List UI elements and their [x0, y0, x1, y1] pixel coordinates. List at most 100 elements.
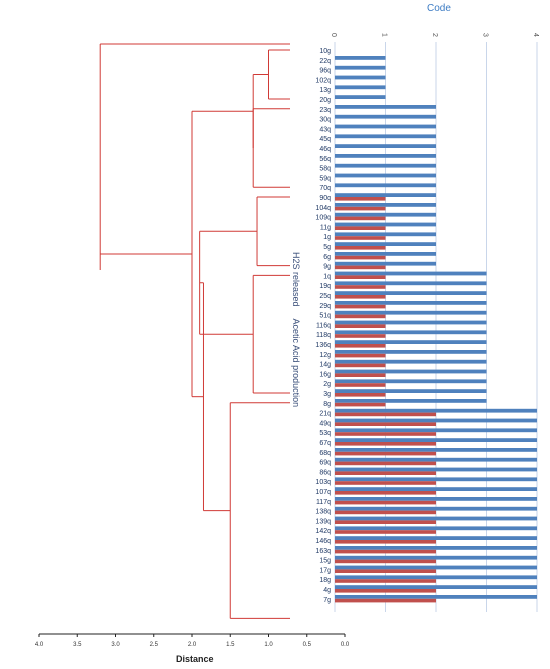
bar-acetic — [335, 304, 386, 309]
bar-h2s — [335, 203, 436, 207]
bar-h2s — [335, 448, 537, 452]
category-label: 1g — [323, 234, 331, 241]
category-label: 29q — [319, 303, 331, 310]
bar-acetic — [335, 432, 436, 436]
bar-acetic — [335, 324, 386, 328]
bar-h2s — [335, 242, 436, 246]
bar-x-tick-label: 2 — [431, 33, 438, 37]
bar-h2s — [335, 487, 537, 491]
bar-acetic — [335, 402, 386, 407]
bar-h2s — [335, 379, 487, 384]
dendrogram-x-tick-label: 0.5 — [303, 642, 312, 648]
bar-h2s — [335, 438, 537, 442]
category-label: 18g — [319, 577, 331, 584]
bar-acetic — [335, 314, 386, 319]
legend-label-acetic: Acetic Acid production — [291, 318, 301, 408]
bar-chart-title: Code — [427, 3, 451, 14]
bar-h2s — [335, 281, 487, 286]
bar-acetic — [335, 353, 386, 358]
category-label: 107q — [315, 489, 331, 496]
bar-acetic — [335, 481, 436, 485]
bar-h2s — [335, 301, 487, 305]
bar-h2s — [335, 428, 537, 433]
legend: H2S released Acetic Acid production — [291, 248, 305, 407]
bar-acetic — [335, 285, 386, 289]
bar-h2s — [335, 271, 487, 276]
category-label: 59q — [319, 175, 331, 182]
bar-acetic — [335, 275, 386, 279]
category-label: 96q — [319, 68, 331, 75]
bar-acetic — [335, 598, 436, 603]
bar-h2s — [335, 114, 436, 119]
bar-h2s — [335, 546, 537, 550]
category-label: 22q — [319, 58, 331, 65]
category-label: 5g — [323, 244, 331, 251]
bar-acetic — [335, 579, 436, 583]
bar-acetic — [335, 226, 386, 230]
bar-h2s — [335, 575, 537, 580]
bar-h2s — [335, 330, 487, 335]
dendrogram-x-tick-label: 1.5 — [226, 642, 235, 648]
category-label: 19q — [319, 283, 331, 290]
bar-acetic — [335, 500, 436, 505]
legend-label-h2s: H2S released — [291, 252, 301, 307]
bar-x-tick-label: 4 — [532, 33, 539, 37]
bar-h2s — [335, 261, 436, 266]
category-label: 13g — [319, 87, 331, 94]
bar-h2s — [335, 536, 537, 540]
bar-h2s — [335, 516, 537, 521]
category-label: 109q — [315, 215, 331, 222]
category-label: 43q — [319, 126, 331, 133]
category-label: 49q — [319, 420, 331, 427]
category-label: 68q — [319, 450, 331, 457]
category-label: 117q — [316, 499, 331, 506]
category-label: 146q — [315, 538, 331, 545]
bar-h2s — [335, 595, 537, 599]
bar-acetic — [335, 344, 386, 348]
bar-h2s — [335, 65, 386, 70]
category-label: 9g — [323, 264, 331, 271]
category-label: 8g — [323, 401, 331, 408]
category-label: 12g — [319, 352, 331, 359]
category-label: 46q — [319, 146, 331, 153]
bar-acetic — [335, 491, 436, 495]
bar-acetic — [335, 451, 436, 456]
bar-acetic — [335, 295, 386, 299]
bar-acetic — [335, 383, 386, 387]
bar-h2s — [335, 565, 537, 570]
bar-x-tick-label: 1 — [381, 33, 388, 37]
bar-acetic — [335, 246, 386, 250]
category-label: 56q — [319, 156, 331, 163]
bar-acetic — [335, 461, 436, 466]
bar-h2s — [335, 457, 537, 462]
bar-h2s — [335, 222, 436, 227]
bar-h2s — [335, 124, 436, 129]
category-label: 14g — [319, 362, 331, 369]
bar-h2s — [335, 340, 487, 344]
dendrogram-x-tick-label: 3.5 — [73, 642, 82, 648]
category-label: 67q — [319, 440, 331, 447]
bar-h2s — [335, 134, 436, 139]
bar-acetic — [335, 412, 436, 417]
bar-h2s — [335, 310, 487, 315]
bar-acetic — [335, 393, 386, 397]
bar-acetic — [335, 569, 436, 573]
bar-h2s — [335, 467, 537, 472]
category-label: 30q — [319, 117, 331, 124]
bar-acetic — [335, 334, 386, 338]
bar-acetic — [335, 422, 436, 426]
bar-acetic — [335, 471, 436, 475]
bar-h2s — [335, 359, 487, 364]
dendrogram-x-tick-label: 2.5 — [150, 642, 159, 648]
dendrogram-x-tick-label: 4.0 — [35, 642, 44, 648]
category-label: 102q — [315, 77, 331, 84]
bar-acetic — [335, 559, 436, 564]
dendrogram-x-tick-label: 3.0 — [111, 642, 120, 648]
bar-h2s — [335, 193, 436, 197]
bar-acetic — [335, 510, 436, 515]
category-label: 136q — [315, 342, 331, 349]
category-label: 2g — [323, 381, 331, 388]
bar-h2s — [335, 56, 386, 60]
bar-acetic — [335, 363, 386, 368]
